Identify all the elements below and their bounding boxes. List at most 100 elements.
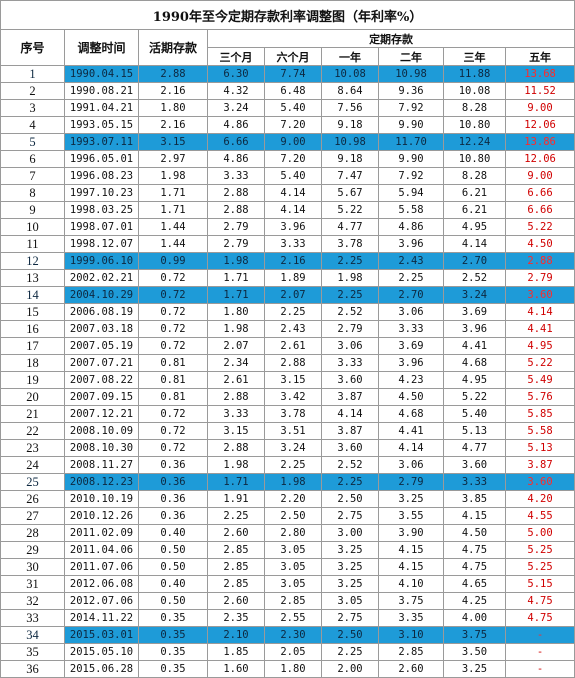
header-term-3m: 三个月 bbox=[207, 47, 265, 66]
cell-demand: 1.98 bbox=[138, 167, 208, 185]
header-term-2y: 二年 bbox=[378, 47, 444, 66]
cell-seq: 4 bbox=[0, 116, 65, 134]
cell-rate-5y: 13.86 bbox=[504, 133, 575, 151]
table-row: 11 1998.12.07 1.44 2.79 3.33 3.78 3.96 4.14 4.50 bbox=[0, 235, 575, 253]
cell-rate-3y: 3.60 bbox=[443, 456, 506, 474]
cell-rate-5y: 11.52 bbox=[504, 82, 575, 100]
cell-date: 2015.05.10 bbox=[64, 643, 139, 661]
cell-seq: 16 bbox=[0, 320, 65, 338]
cell-date: 1991.04.21 bbox=[64, 99, 139, 117]
cell-rate-6m: 2.85 bbox=[264, 592, 322, 610]
cell-rate-3m: 2.60 bbox=[207, 524, 265, 542]
table-row: 21 2007.12.21 0.72 3.33 3.78 4.14 4.68 5.40 5.85 bbox=[0, 405, 575, 423]
cell-demand: 2.16 bbox=[138, 82, 208, 100]
cell-rate-3m: 1.98 bbox=[207, 320, 265, 338]
cell-rate-3m: 2.88 bbox=[207, 388, 265, 406]
cell-rate-1y: 10.08 bbox=[321, 65, 379, 83]
cell-date: 1999.06.10 bbox=[64, 252, 139, 270]
cell-seq: 28 bbox=[0, 524, 65, 542]
cell-rate-5y: 5.25 bbox=[504, 541, 575, 559]
cell-demand: 0.72 bbox=[138, 269, 208, 287]
cell-date: 1998.12.07 bbox=[64, 235, 139, 253]
header-term-1y: 一年 bbox=[321, 47, 379, 66]
cell-rate-3m: 6.66 bbox=[207, 133, 265, 151]
cell-rate-3y: 10.08 bbox=[443, 82, 506, 100]
cell-rate-3y: 4.68 bbox=[443, 354, 506, 372]
cell-date: 2006.08.19 bbox=[64, 303, 139, 321]
table-row: 22 2008.10.09 0.72 3.15 3.51 3.87 4.41 5.13 5.58 bbox=[0, 422, 575, 440]
cell-rate-1y: 3.06 bbox=[321, 337, 379, 355]
cell-demand: 0.72 bbox=[138, 405, 208, 423]
cell-rate-6m: 4.14 bbox=[264, 184, 322, 202]
cell-demand: 0.99 bbox=[138, 252, 208, 270]
cell-date: 2008.10.30 bbox=[64, 439, 139, 457]
cell-seq: 35 bbox=[0, 643, 65, 661]
cell-demand: 1.71 bbox=[138, 184, 208, 202]
cell-rate-1y: 9.18 bbox=[321, 116, 379, 134]
cell-rate-6m: 2.20 bbox=[264, 490, 322, 508]
cell-rate-3y: 3.85 bbox=[443, 490, 506, 508]
cell-rate-6m: 2.25 bbox=[264, 456, 322, 474]
cell-demand: 1.71 bbox=[138, 201, 208, 219]
cell-rate-5y: 3.60 bbox=[504, 473, 575, 491]
cell-rate-2y: 3.06 bbox=[378, 303, 444, 321]
cell-seq: 7 bbox=[0, 167, 65, 185]
cell-rate-5y: 4.95 bbox=[504, 337, 575, 355]
cell-rate-6m: 1.98 bbox=[264, 473, 322, 491]
cell-seq: 24 bbox=[0, 456, 65, 474]
cell-seq: 31 bbox=[0, 575, 65, 593]
cell-demand: 0.35 bbox=[138, 626, 208, 644]
cell-rate-2y: 2.70 bbox=[378, 286, 444, 304]
cell-rate-3y: 4.95 bbox=[443, 371, 506, 389]
cell-demand: 0.50 bbox=[138, 592, 208, 610]
cell-rate-2y: 4.14 bbox=[378, 439, 444, 457]
cell-rate-1y: 7.56 bbox=[321, 99, 379, 117]
cell-rate-3y: 2.52 bbox=[443, 269, 506, 287]
cell-rate-1y: 2.25 bbox=[321, 252, 379, 270]
cell-demand: 2.97 bbox=[138, 150, 208, 168]
cell-rate-3m: 1.91 bbox=[207, 490, 265, 508]
cell-rate-6m: 4.14 bbox=[264, 201, 322, 219]
cell-rate-6m: 3.51 bbox=[264, 422, 322, 440]
table-row: 3 1991.04.21 1.80 3.24 5.40 7.56 7.92 8.28 9.00 bbox=[0, 99, 575, 117]
cell-rate-3y: 4.77 bbox=[443, 439, 506, 457]
cell-rate-3m: 2.85 bbox=[207, 558, 265, 576]
cell-date: 1998.07.01 bbox=[64, 218, 139, 236]
cell-rate-5y: 4.75 bbox=[504, 592, 575, 610]
cell-rate-3m: 1.98 bbox=[207, 252, 265, 270]
cell-rate-2y: 3.35 bbox=[378, 609, 444, 627]
cell-demand: 0.72 bbox=[138, 337, 208, 355]
cell-rate-2y: 3.33 bbox=[378, 320, 444, 338]
cell-rate-3m: 2.88 bbox=[207, 184, 265, 202]
cell-rate-3m: 2.79 bbox=[207, 218, 265, 236]
cell-seq: 30 bbox=[0, 558, 65, 576]
cell-rate-3y: 6.21 bbox=[443, 184, 506, 202]
cell-seq: 21 bbox=[0, 405, 65, 423]
table-row: 34 2015.03.01 0.35 2.10 2.30 2.50 3.10 3.75- bbox=[0, 626, 575, 644]
cell-date: 2011.07.06 bbox=[64, 558, 139, 576]
cell-date: 2011.02.09 bbox=[64, 524, 139, 542]
cell-rate-2y: 4.15 bbox=[378, 541, 444, 559]
cell-demand: 0.35 bbox=[138, 609, 208, 627]
cell-seq: 13 bbox=[0, 269, 65, 287]
cell-rate-6m: 3.05 bbox=[264, 558, 322, 576]
cell-date: 2011.04.06 bbox=[64, 541, 139, 559]
cell-date: 2014.11.22 bbox=[64, 609, 139, 627]
table-row: 12 1999.06.10 0.99 1.98 2.16 2.25 2.43 2.70 2.88 bbox=[0, 252, 575, 270]
cell-rate-5y: 2.79 bbox=[504, 269, 575, 287]
cell-rate-6m: 3.05 bbox=[264, 541, 322, 559]
cell-rate-2y: 4.68 bbox=[378, 405, 444, 423]
cell-rate-3y: 8.28 bbox=[443, 167, 506, 185]
cell-rate-2y: 3.55 bbox=[378, 507, 444, 525]
cell-rate-1y: 3.25 bbox=[321, 575, 379, 593]
cell-date: 2007.05.19 bbox=[64, 337, 139, 355]
cell-rate-1y: 3.87 bbox=[321, 422, 379, 440]
table-title: 1990年至今定期存款利率调整图（年利率%） bbox=[0, 0, 575, 30]
cell-demand: 0.81 bbox=[138, 371, 208, 389]
cell-rate-3m: 2.88 bbox=[207, 201, 265, 219]
cell-rate-3m: 1.60 bbox=[207, 660, 265, 678]
cell-date: 1996.08.23 bbox=[64, 167, 139, 185]
cell-rate-5y: 3.87 bbox=[504, 456, 575, 474]
cell-seq: 12 bbox=[0, 252, 65, 270]
cell-rate-2y: 9.90 bbox=[378, 150, 444, 168]
